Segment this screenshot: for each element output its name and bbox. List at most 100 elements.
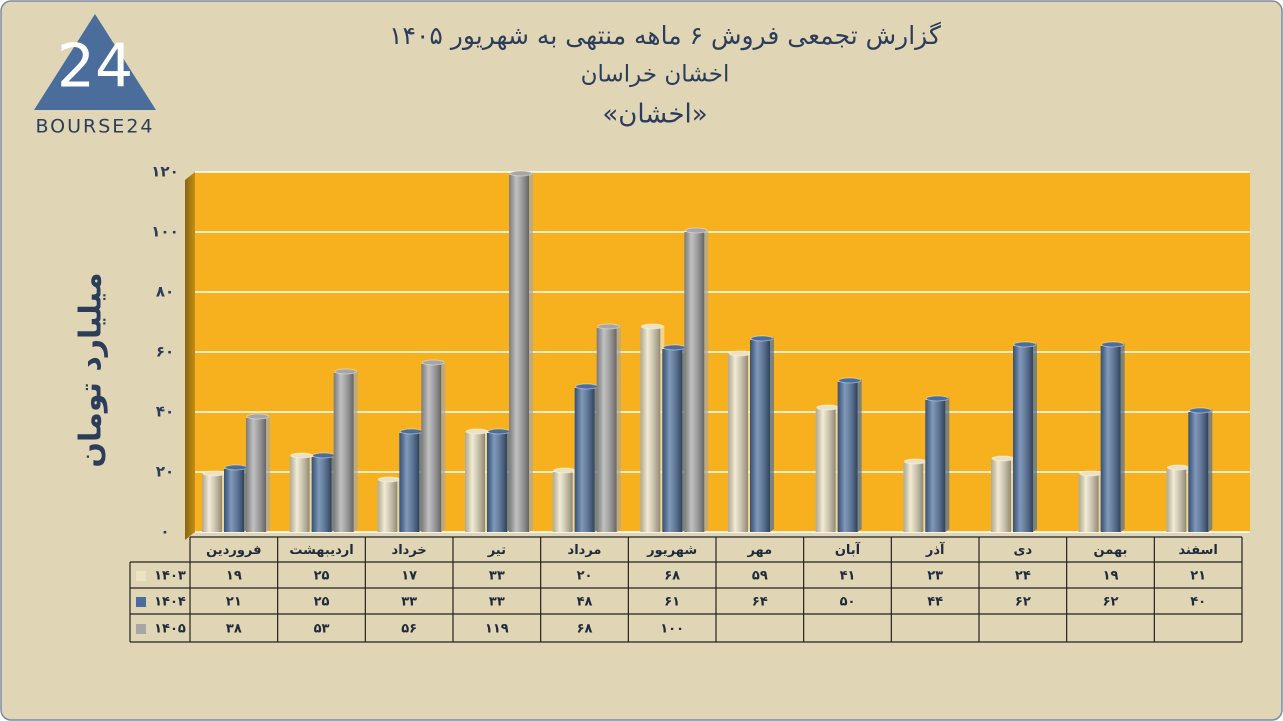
value-label: ۴۸ xyxy=(577,595,593,610)
bar-shade xyxy=(750,340,770,532)
bar-top xyxy=(728,350,752,357)
bar-top xyxy=(640,323,664,330)
value-label: ۵۰ xyxy=(840,595,856,610)
x-tick-label: اسفند xyxy=(1178,543,1217,558)
logo: 24 BOURSE24 xyxy=(34,14,156,138)
value-label: ۶۸ xyxy=(577,622,593,637)
y-tick-label: ۱۰۰ xyxy=(151,223,178,241)
bar-top xyxy=(903,458,927,465)
bar-side xyxy=(1033,343,1037,532)
y-tick-label: ۰ xyxy=(160,523,169,541)
bar-top xyxy=(925,395,949,402)
x-tick-label: خرداد xyxy=(392,543,427,558)
bar-shade xyxy=(903,463,924,532)
bar-shade xyxy=(465,433,485,532)
value-label: ۵۳ xyxy=(314,622,330,637)
value-label: ۱۹ xyxy=(1103,569,1119,584)
value-label: ۶۴ xyxy=(752,595,768,610)
bar-shade xyxy=(421,364,442,532)
bar-top xyxy=(246,413,270,420)
bar-top xyxy=(224,464,248,471)
bar-shade xyxy=(333,373,354,532)
bar-shade xyxy=(815,409,836,532)
value-label: ۵۶ xyxy=(401,622,417,637)
value-label: ۴۰ xyxy=(1190,595,1206,610)
chart-symbol: «اخشان» xyxy=(602,100,707,130)
legend-label: ۱۴۰۴ xyxy=(154,595,186,610)
x-tick-label: فروردین xyxy=(206,543,261,558)
bar-shade xyxy=(1188,412,1209,532)
x-tick-label: مهر xyxy=(746,543,772,558)
bar-top xyxy=(991,455,1015,462)
bar-shade xyxy=(311,457,332,532)
bar-side xyxy=(529,172,533,532)
bar-top xyxy=(487,428,511,435)
value-label: ۴۱ xyxy=(840,569,856,584)
value-label: ۳۳ xyxy=(489,569,505,584)
bar-shade xyxy=(289,457,310,532)
logo-triangle xyxy=(34,14,156,110)
value-label: ۲۵ xyxy=(314,595,330,610)
x-tick-label: تیر xyxy=(487,543,506,558)
y-tick-label: ۶۰ xyxy=(156,343,174,361)
bar-shade xyxy=(640,328,661,532)
x-tick-label: مرداد xyxy=(568,543,602,558)
legend-label: ۱۴۰۳ xyxy=(154,569,186,584)
value-label: ۳۳ xyxy=(489,595,505,610)
y-tick-label: ۱۲۰ xyxy=(151,163,178,181)
bar-top xyxy=(377,476,401,483)
bar-side xyxy=(945,397,950,532)
x-tick-label: اردیبهشت xyxy=(289,543,353,558)
bar-side xyxy=(441,361,446,532)
value-label: ۲۱ xyxy=(226,595,242,610)
bar-top xyxy=(1166,464,1190,471)
x-tick-label: دی xyxy=(1014,543,1033,558)
bar-top xyxy=(334,368,358,375)
y-axis-label: میلیارد تومان xyxy=(74,272,109,467)
bar-shade xyxy=(1100,346,1121,532)
legend-key xyxy=(136,571,146,581)
bar-top xyxy=(597,323,621,330)
bar-shade xyxy=(574,388,595,532)
legend-key xyxy=(136,597,146,607)
bar-side xyxy=(1120,343,1125,532)
plot-wall xyxy=(185,172,195,540)
bar-shade xyxy=(837,382,858,532)
value-label: ۱۷ xyxy=(401,569,417,584)
bar-shade xyxy=(399,433,420,532)
bar-shade xyxy=(377,481,398,532)
x-tick-label: آذر xyxy=(925,541,945,558)
bar-shade xyxy=(1013,346,1033,532)
bar-top xyxy=(816,404,840,411)
y-tick-label: ۸۰ xyxy=(156,283,174,301)
bar-shade xyxy=(925,400,946,532)
bar-side xyxy=(1208,409,1213,532)
bar-top xyxy=(465,428,489,435)
bar-top xyxy=(553,467,577,474)
bar-shade xyxy=(991,460,1011,532)
bar-top xyxy=(838,377,862,384)
bar-shade xyxy=(224,469,244,532)
value-label: ۶۲ xyxy=(1103,595,1119,610)
bar-top xyxy=(202,470,226,477)
bar-top xyxy=(399,428,423,435)
chart-subtitle: اخشان خراسان xyxy=(581,62,730,88)
bar-top xyxy=(750,335,774,342)
bar-top xyxy=(684,227,708,234)
bar-top xyxy=(290,452,314,459)
bar-side xyxy=(616,325,621,532)
bar-shade xyxy=(1166,469,1187,532)
logo-mark: 24 xyxy=(57,32,133,102)
value-label: ۶۸ xyxy=(664,569,680,584)
bar-top xyxy=(509,170,533,177)
value-label: ۲۵ xyxy=(314,569,330,584)
chart-title: گزارش تجمعی فروش ۶ ماهه منتهی به شهریور … xyxy=(389,21,941,51)
bar-side xyxy=(857,379,862,532)
bar-top xyxy=(421,359,445,366)
bar-top xyxy=(575,383,599,390)
value-label: ۲۱ xyxy=(1190,569,1206,584)
bar-shade xyxy=(684,232,705,532)
bar-shade xyxy=(596,328,617,532)
value-label: ۲۴ xyxy=(1015,569,1031,584)
value-label: ۱۰۰ xyxy=(660,622,684,637)
